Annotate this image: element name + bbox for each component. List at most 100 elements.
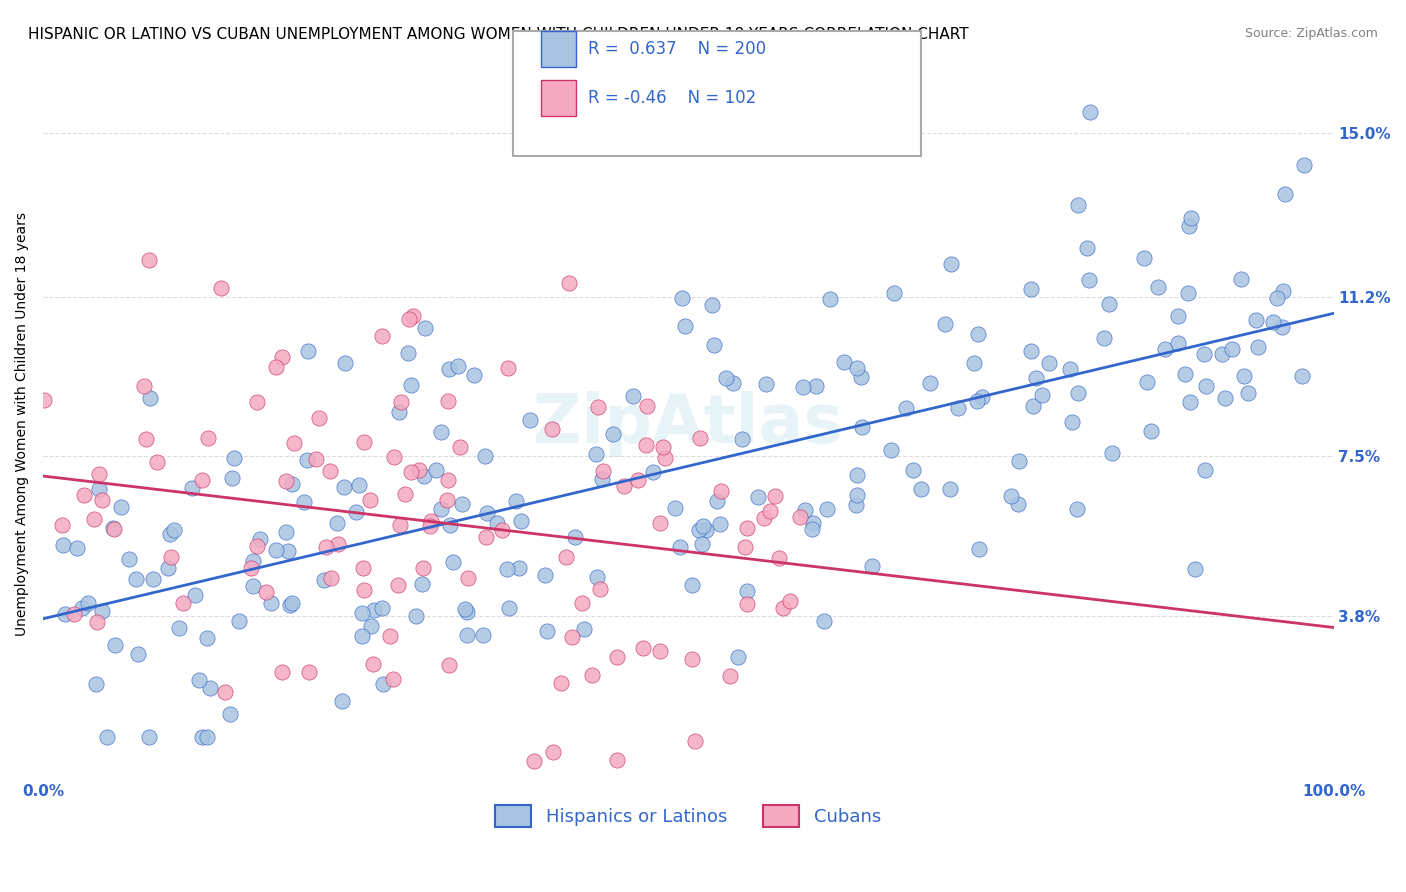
Point bbox=[498, 601, 520, 615]
Point bbox=[1194, 463, 1216, 477]
Point bbox=[70, 601, 93, 615]
Point bbox=[496, 361, 519, 376]
Point bbox=[474, 449, 496, 463]
Point bbox=[759, 503, 782, 517]
Point bbox=[413, 320, 436, 334]
Point bbox=[401, 465, 423, 479]
Point bbox=[359, 492, 381, 507]
Point bbox=[845, 488, 868, 502]
Point bbox=[561, 630, 583, 644]
Point bbox=[581, 667, 603, 681]
Point bbox=[801, 516, 824, 530]
Point bbox=[361, 657, 384, 671]
Point bbox=[160, 550, 183, 565]
Point bbox=[1140, 424, 1163, 438]
Point bbox=[689, 431, 711, 445]
Point bbox=[1147, 280, 1170, 294]
Point bbox=[103, 522, 125, 536]
Point bbox=[66, 541, 89, 556]
Point bbox=[125, 573, 148, 587]
Point bbox=[1237, 385, 1260, 400]
Point bbox=[591, 472, 613, 486]
Point bbox=[1076, 241, 1098, 255]
Point bbox=[350, 630, 373, 644]
Point bbox=[330, 694, 353, 708]
Point bbox=[156, 561, 179, 575]
Point bbox=[453, 602, 475, 616]
Point bbox=[456, 605, 478, 619]
Point bbox=[970, 390, 993, 404]
Point bbox=[768, 551, 790, 566]
Point bbox=[86, 615, 108, 630]
Point bbox=[1167, 309, 1189, 323]
Point bbox=[127, 647, 149, 661]
Point bbox=[1265, 291, 1288, 305]
Point bbox=[541, 422, 564, 436]
Point bbox=[439, 518, 461, 533]
Point bbox=[77, 596, 100, 610]
Point bbox=[101, 520, 124, 534]
Point bbox=[710, 483, 733, 498]
Point bbox=[1021, 282, 1043, 296]
Point bbox=[371, 329, 394, 343]
Point bbox=[1067, 198, 1090, 212]
Point bbox=[197, 631, 219, 645]
Point bbox=[648, 516, 671, 530]
Point bbox=[779, 593, 801, 607]
Point bbox=[430, 425, 453, 439]
Point bbox=[1195, 379, 1218, 393]
Point bbox=[1274, 186, 1296, 201]
Point bbox=[295, 453, 318, 467]
Point bbox=[669, 541, 692, 555]
Point bbox=[883, 286, 905, 301]
Point bbox=[1067, 386, 1090, 401]
Point bbox=[692, 519, 714, 533]
Point bbox=[844, 498, 866, 512]
Point bbox=[169, 621, 191, 635]
Point bbox=[700, 298, 723, 312]
Point bbox=[138, 730, 160, 744]
Point bbox=[688, 523, 710, 537]
Point bbox=[648, 644, 671, 658]
Point bbox=[371, 600, 394, 615]
Point bbox=[1059, 362, 1081, 376]
Text: R =  0.637    N = 200: R = 0.637 N = 200 bbox=[588, 40, 766, 58]
Point bbox=[209, 281, 232, 295]
Point bbox=[425, 463, 447, 477]
Point bbox=[505, 494, 527, 508]
Point bbox=[471, 628, 494, 642]
Point bbox=[84, 677, 107, 691]
Point bbox=[242, 579, 264, 593]
Legend: Hispanics or Latinos, Cubans: Hispanics or Latinos, Cubans bbox=[488, 798, 889, 835]
Point bbox=[419, 519, 441, 533]
Point bbox=[801, 522, 824, 536]
Text: HISPANIC OR LATINO VS CUBAN UNEMPLOYMENT AMONG WOMEN WITH CHILDREN UNDER 18 YEAR: HISPANIC OR LATINO VS CUBAN UNEMPLOYMENT… bbox=[28, 27, 969, 42]
Point bbox=[571, 596, 593, 610]
Point bbox=[437, 473, 460, 487]
Point bbox=[683, 734, 706, 748]
Point bbox=[450, 497, 472, 511]
Point bbox=[188, 673, 211, 688]
Text: Source: ZipAtlas.com: Source: ZipAtlas.com bbox=[1244, 27, 1378, 40]
Point bbox=[222, 451, 245, 466]
Point bbox=[277, 543, 299, 558]
Point bbox=[283, 435, 305, 450]
Point bbox=[735, 584, 758, 599]
Point bbox=[260, 596, 283, 610]
Point bbox=[264, 359, 287, 374]
Point bbox=[723, 376, 745, 391]
Point bbox=[326, 537, 349, 551]
Point bbox=[87, 467, 110, 482]
Point bbox=[347, 478, 370, 492]
Point bbox=[53, 607, 76, 621]
Point bbox=[554, 549, 576, 564]
Point bbox=[394, 487, 416, 501]
Point bbox=[1167, 335, 1189, 350]
Point bbox=[360, 619, 382, 633]
Point bbox=[627, 473, 650, 487]
Point bbox=[879, 443, 901, 458]
Point bbox=[1019, 344, 1042, 359]
Point bbox=[651, 440, 673, 454]
Point bbox=[918, 376, 941, 391]
Point bbox=[734, 540, 756, 554]
